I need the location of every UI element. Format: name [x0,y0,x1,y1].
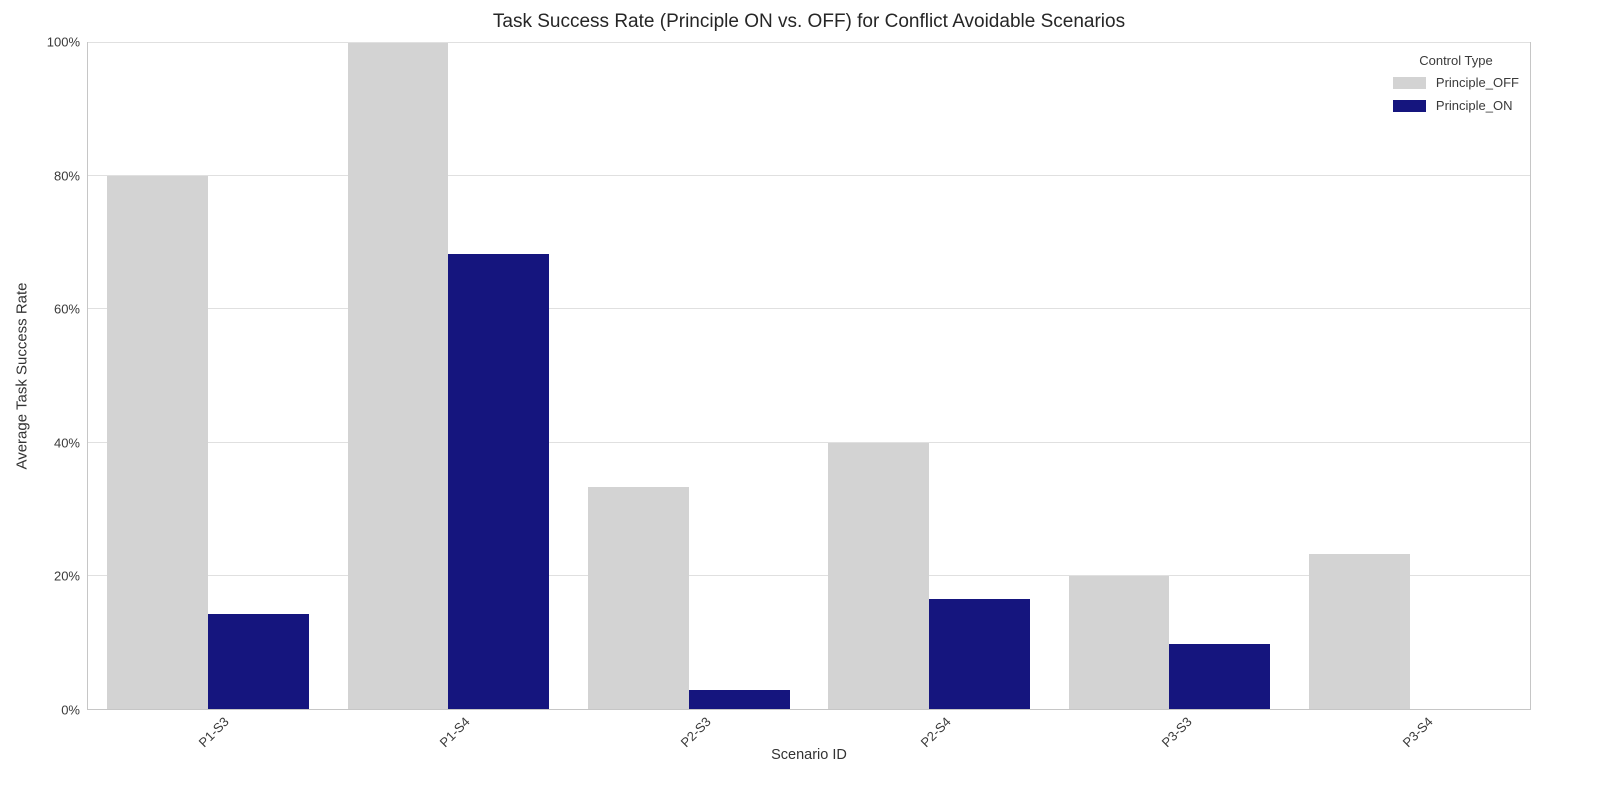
gridline-60 [88,308,1530,310]
bar-principle-off-p2-s4 [828,442,930,709]
y-tick-60-: 60% [53,301,80,317]
x-tick-p1-s3: P1-S3 [195,714,232,751]
bar-group-p1-s3 [88,43,328,709]
y-tick-0-: 0% [61,702,80,718]
gridline-40 [88,441,1530,443]
legend-title: Control Type [1419,53,1493,68]
chart-title: Task Success Rate (Principle ON vs. OFF)… [492,11,1126,32]
bar-group-p2-s4 [809,43,1049,709]
legend-label-principle-off: Principle_OFF [1435,75,1519,90]
x-tick-p1-s4: P1-S4 [436,714,473,751]
bar-principle-off-p2-s3 [587,487,689,709]
x-axis-label: Scenario ID [771,747,847,763]
gridline-100 [88,42,1530,43]
bar-principle-on-p1-s4 [448,254,550,709]
bar-principle-on-p2-s4 [929,599,1031,709]
legend-item-principle-off: Principle_OFF [1392,75,1519,90]
x-tick-p2-s3: P2-S3 [677,714,714,751]
legend: Control Type Principle_OFF Principle_ON [1387,51,1525,123]
bar-principle-on-p3-s3 [1169,644,1271,709]
legend-label-principle-on: Principle_ON [1435,98,1513,113]
y-tick-100-: 100% [46,34,80,50]
x-tick-p2-s4: P2-S4 [917,714,954,751]
x-tick-p3-s4: P3-S4 [1399,714,1436,751]
bar-group-p2-s3 [569,43,809,709]
bar-principle-on-p2-s3 [688,689,790,709]
legend-swatch-principle-on-icon [1392,99,1426,112]
plot-area: Control Type Principle_OFF Principle_ON [87,42,1531,710]
y-tick-40-: 40% [53,435,80,451]
x-tick-p3-s3: P3-S3 [1158,714,1195,751]
y-tick-labels: 0% 20% 40% 60% 80% 100% [0,35,80,718]
y-tick-80-: 80% [53,168,80,184]
bars-container [88,43,1530,709]
bar-group-p1-s4 [328,43,568,709]
bar-principle-off-p1-s3 [107,176,209,709]
bar-principle-on-p1-s3 [208,614,310,709]
gridline-80 [88,175,1530,177]
gridline-20 [88,574,1530,576]
legend-item-principle-on: Principle_ON [1392,98,1519,113]
bar-group-p3-s3 [1049,43,1289,709]
bar-group-p3-s4 [1290,43,1530,709]
legend-swatch-principle-off-icon [1392,76,1426,89]
bar-principle-off-p3-s3 [1068,575,1170,709]
bar-principle-off-p3-s4 [1308,553,1410,709]
bar-principle-off-p1-s4 [347,43,449,709]
y-tick-20-: 20% [53,568,80,584]
